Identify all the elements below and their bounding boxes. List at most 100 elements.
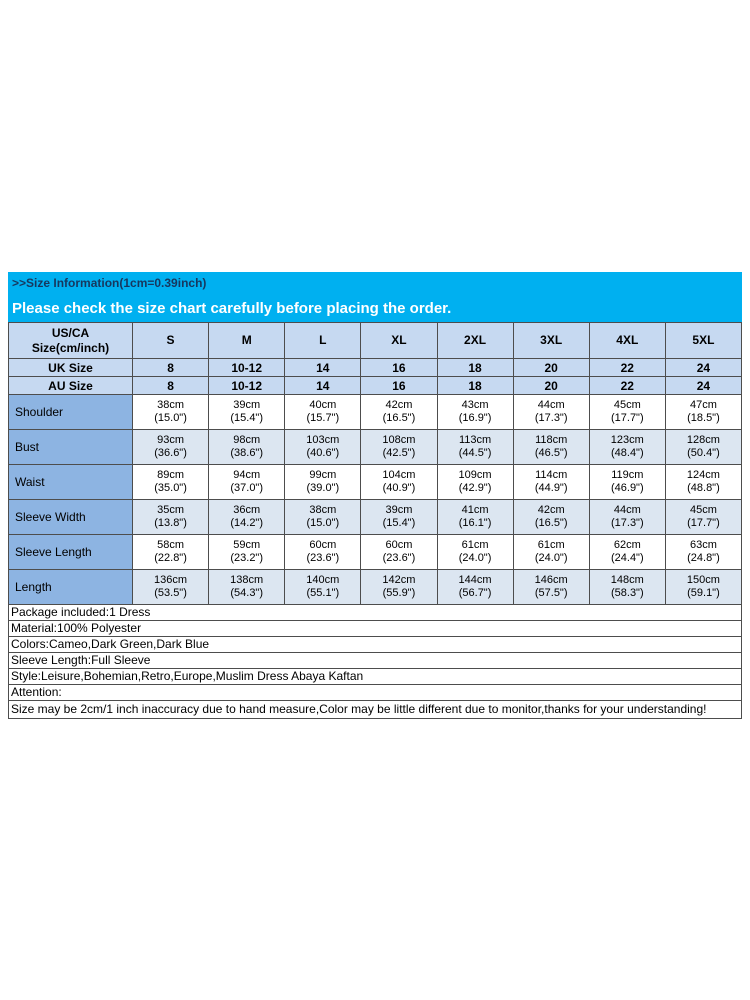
- uk-size-value: 14: [284, 358, 362, 377]
- size-header-row: US/CA Size(cm/inch) S M L XL 2XL 3XL 4XL…: [8, 322, 743, 359]
- uk-size-row: UK Size 8 10-12 14 16 18 20 22 24: [8, 358, 743, 377]
- measurement-cell: 59cm (23.2"): [208, 534, 286, 570]
- au-size-value: 8: [131, 376, 210, 395]
- size-col-header: M: [208, 322, 286, 359]
- au-size-label: AU Size: [8, 376, 133, 395]
- measurement-cell: 104cm (40.9"): [360, 464, 438, 500]
- measurement-cell: 45cm (17.7"): [664, 499, 743, 535]
- measurement-row-length: Length 136cm (53.5") 138cm (54.3") 140cm…: [8, 569, 743, 605]
- measurement-cell: 39cm (15.4"): [360, 499, 438, 535]
- measurement-cell: 94cm (37.0"): [208, 464, 286, 500]
- measurement-cell: 42cm (16.5"): [360, 394, 438, 430]
- size-col-header: S: [131, 322, 210, 359]
- size-col-header: 3XL: [512, 322, 590, 359]
- measurement-cell: 148cm (58.3"): [588, 569, 666, 605]
- uk-size-value: 22: [588, 358, 666, 377]
- au-size-value: 14: [284, 376, 362, 395]
- measurement-label: Waist: [8, 464, 133, 500]
- au-size-value: 20: [512, 376, 590, 395]
- measurement-cell: 61cm (24.0"): [436, 534, 514, 570]
- uk-size-value: 24: [664, 358, 743, 377]
- size-col-header: 4XL: [588, 322, 666, 359]
- measurement-cell: 99cm (39.0"): [284, 464, 362, 500]
- measurement-cell: 108cm (42.5"): [360, 429, 438, 465]
- measurement-label: Sleeve Width: [8, 499, 133, 535]
- measurement-label: Sleeve Length: [8, 534, 133, 570]
- uk-size-value: 18: [436, 358, 514, 377]
- detail-style: Style:Leisure,Bohemian,Retro,Europe,Musl…: [9, 669, 741, 685]
- measurement-cell: 103cm (40.6"): [284, 429, 362, 465]
- measurement-cell: 40cm (15.7"): [284, 394, 362, 430]
- measurement-label: Shoulder: [8, 394, 133, 430]
- detail-package: Package included:1 Dress: [9, 605, 741, 621]
- detail-disclaimer: Size may be 2cm/1 inch inaccuracy due to…: [11, 702, 707, 716]
- detail-attention: Attention:: [9, 685, 741, 701]
- size-col-header: XL: [360, 322, 438, 359]
- au-size-value: 10-12: [208, 376, 286, 395]
- uk-size-value: 8: [131, 358, 210, 377]
- measurement-cell: 43cm (16.9"): [436, 394, 514, 430]
- measurement-cell: 44cm (17.3"): [588, 499, 666, 535]
- measurement-cell: 42cm (16.5"): [512, 499, 590, 535]
- measurement-cell: 45cm (17.7"): [588, 394, 666, 430]
- measurement-cell: 128cm (50.4"): [664, 429, 743, 465]
- measurement-cell: 89cm (35.0"): [131, 464, 210, 500]
- order-notice-banner: Please check the size chart carefully be…: [8, 294, 742, 322]
- measurement-cell: 62cm (24.4"): [588, 534, 666, 570]
- measurement-row-sleeve-width: Sleeve Width 35cm (13.8") 36cm (14.2") 3…: [8, 499, 743, 535]
- measurement-row-sleeve-length: Sleeve Length 58cm (22.8") 59cm (23.2") …: [8, 534, 743, 570]
- uk-size-value: 16: [360, 358, 438, 377]
- au-size-row: AU Size 8 10-12 14 16 18 20 22 24: [8, 376, 743, 395]
- au-size-value: 18: [436, 376, 514, 395]
- measurement-cell: 114cm (44.9"): [512, 464, 590, 500]
- measurement-cell: 118cm (46.5"): [512, 429, 590, 465]
- measurement-cell: 150cm (59.1"): [664, 569, 743, 605]
- au-size-value: 24: [664, 376, 743, 395]
- measurement-cell: 47cm (18.5"): [664, 394, 743, 430]
- corner-label: US/CA Size(cm/inch): [8, 322, 133, 359]
- detail-sleeve-length: Sleeve Length:Full Sleeve: [9, 653, 741, 669]
- measurement-cell: 61cm (24.0"): [512, 534, 590, 570]
- measurement-cell: 36cm (14.2"): [208, 499, 286, 535]
- measurement-row-shoulder: Shoulder 38cm (15.0") 39cm (15.4") 40cm …: [8, 394, 743, 430]
- measurement-cell: 41cm (16.1"): [436, 499, 514, 535]
- measurement-row-bust: Bust 93cm (36.6") 98cm (38.6") 103cm (40…: [8, 429, 743, 465]
- measurement-cell: 93cm (36.6"): [131, 429, 210, 465]
- uk-size-value: 20: [512, 358, 590, 377]
- product-details: Package included:1 Dress Material:100% P…: [8, 605, 742, 719]
- measurement-cell: 58cm (22.8"): [131, 534, 210, 570]
- detail-material: Material:100% Polyester: [9, 621, 741, 637]
- measurement-cell: 63cm (24.8"): [664, 534, 743, 570]
- measurement-cell: 109cm (42.9"): [436, 464, 514, 500]
- measurement-cell: 144cm (56.7"): [436, 569, 514, 605]
- measurement-cell: 38cm (15.0"): [284, 499, 362, 535]
- measurement-label: Length: [8, 569, 133, 605]
- measurement-cell: 39cm (15.4"): [208, 394, 286, 430]
- size-col-header: 5XL: [664, 322, 743, 359]
- size-table: US/CA Size(cm/inch) S M L XL 2XL 3XL 4XL…: [8, 322, 743, 605]
- measurement-label: Bust: [8, 429, 133, 465]
- measurement-cell: 60cm (23.6"): [360, 534, 438, 570]
- au-size-value: 22: [588, 376, 666, 395]
- measurement-cell: 142cm (55.9"): [360, 569, 438, 605]
- size-col-header: L: [284, 322, 362, 359]
- measurement-cell: 35cm (13.8"): [131, 499, 210, 535]
- measurement-cell: 136cm (53.5"): [131, 569, 210, 605]
- measurement-cell: 138cm (54.3"): [208, 569, 286, 605]
- size-chart-content: >>Size Information(1cm=0.39inch) Please …: [8, 272, 743, 719]
- measurement-cell: 146cm (57.5"): [512, 569, 590, 605]
- measurement-row-waist: Waist 89cm (35.0") 94cm (37.0") 99cm (39…: [8, 464, 743, 500]
- measurement-cell: 60cm (23.6"): [284, 534, 362, 570]
- detail-colors: Colors:Cameo,Dark Green,Dark Blue: [9, 637, 741, 653]
- size-info-banner: >>Size Information(1cm=0.39inch): [8, 272, 742, 294]
- measurement-cell: 44cm (17.3"): [512, 394, 590, 430]
- measurement-cell: 123cm (48.4"): [588, 429, 666, 465]
- measurement-cell: 124cm (48.8"): [664, 464, 743, 500]
- measurement-cell: 113cm (44.5"): [436, 429, 514, 465]
- uk-size-label: UK Size: [8, 358, 133, 377]
- measurement-cell: 38cm (15.0"): [131, 394, 210, 430]
- uk-size-value: 10-12: [208, 358, 286, 377]
- size-col-header: 2XL: [436, 322, 514, 359]
- au-size-value: 16: [360, 376, 438, 395]
